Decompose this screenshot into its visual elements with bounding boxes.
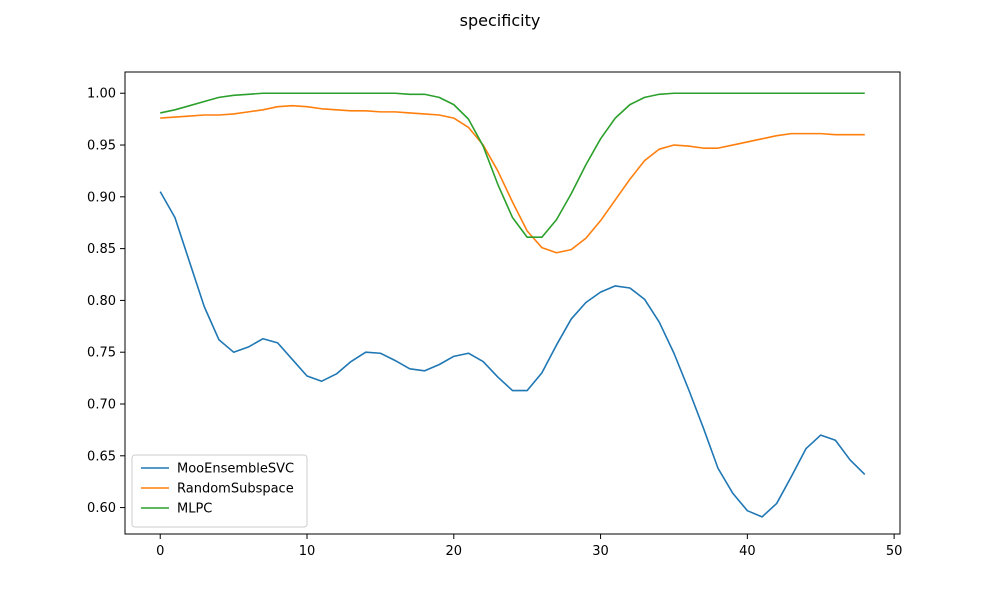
chart-title: specificity <box>460 11 541 30</box>
series-line-0 <box>159 191 866 518</box>
x-tick-label: 40 <box>739 544 756 559</box>
x-tick-label: 30 <box>592 544 609 559</box>
legend-box <box>131 454 308 528</box>
y-tick-label: 0.70 <box>87 397 116 412</box>
y-tick-label: 0.95 <box>87 139 116 154</box>
x-tick-label: 0 <box>156 544 164 559</box>
legend-label-0: MooEnsembleSVC <box>177 462 294 477</box>
plot-frame <box>124 71 901 535</box>
series-line-2 <box>160 92 865 239</box>
x-tick-label: 20 <box>446 544 463 559</box>
y-tick-label: 0.65 <box>87 449 116 464</box>
legend-label-1: RandomSubspace <box>177 482 294 497</box>
x-tick-label: 10 <box>299 544 316 559</box>
y-tick-label: 0.75 <box>87 346 116 361</box>
x-tick-label: 50 <box>886 544 903 559</box>
y-tick-label: 0.60 <box>87 501 116 516</box>
y-tick-label: 0.85 <box>87 242 116 257</box>
y-tick-label: 0.90 <box>87 190 116 205</box>
legend-label-2: MLPC <box>177 502 212 517</box>
series-line-1 <box>160 104 865 254</box>
series-layer <box>159 92 866 518</box>
legend: MooEnsembleSVC RandomSubspace MLPC <box>131 454 308 528</box>
x-axis: 0 10 20 30 40 50 <box>156 534 902 559</box>
y-axis: 0.60 0.65 0.70 0.75 0.80 0.85 0.90 0.95 1.00 <box>87 87 125 516</box>
y-tick-label: 0.80 <box>87 294 116 309</box>
y-tick-label: 1.00 <box>87 87 116 102</box>
